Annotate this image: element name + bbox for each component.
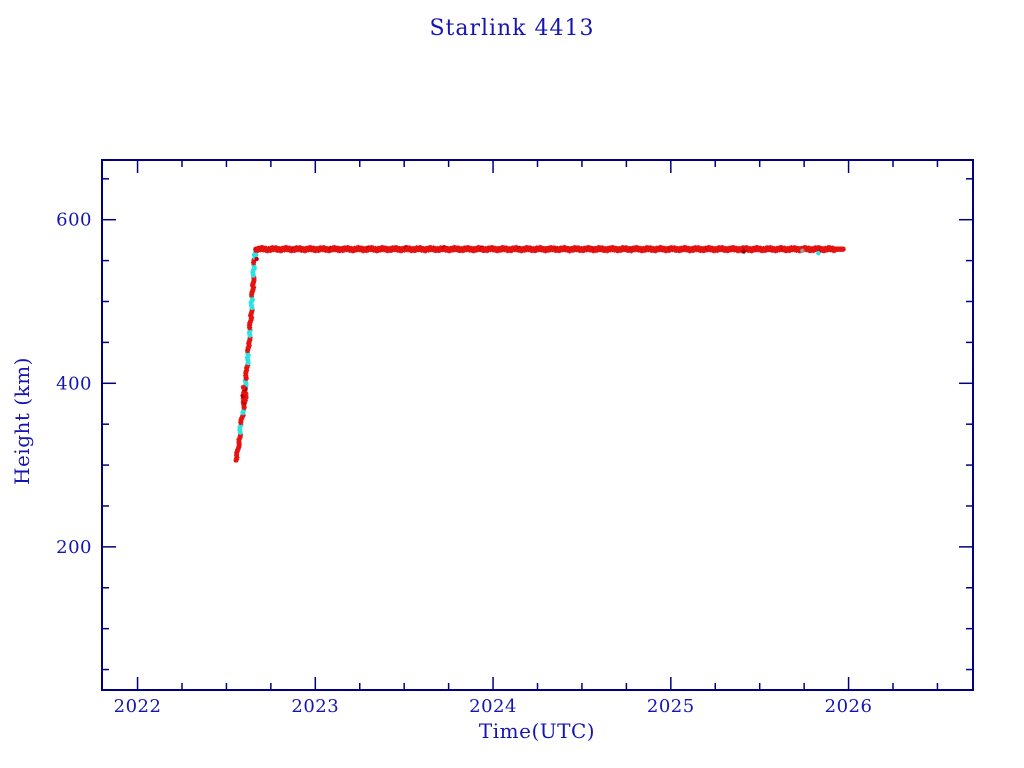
x-tick-labels: 2022 2023 2024 2025 2026 <box>114 696 873 717</box>
y-tick-label: 400 <box>56 373 92 394</box>
x-axis-ticks <box>136 160 939 690</box>
y-tick-labels: 200 400 600 <box>56 210 92 558</box>
x-tick-label: 2026 <box>825 696 873 717</box>
x-tick-label: 2022 <box>114 696 162 717</box>
chart-title: Starlink 4413 <box>429 16 595 41</box>
y-tick-label: 600 <box>56 210 92 231</box>
x-tick-label: 2023 <box>291 696 339 717</box>
x-tick-label: 2024 <box>469 696 517 717</box>
x-tick-label: 2025 <box>647 696 695 717</box>
plot-frame <box>101 159 974 691</box>
x-axis-label: Time(UTC) <box>478 719 596 743</box>
data-points <box>232 244 847 464</box>
y-tick-label: 200 <box>56 537 92 558</box>
y-axis-ticks <box>102 178 973 671</box>
